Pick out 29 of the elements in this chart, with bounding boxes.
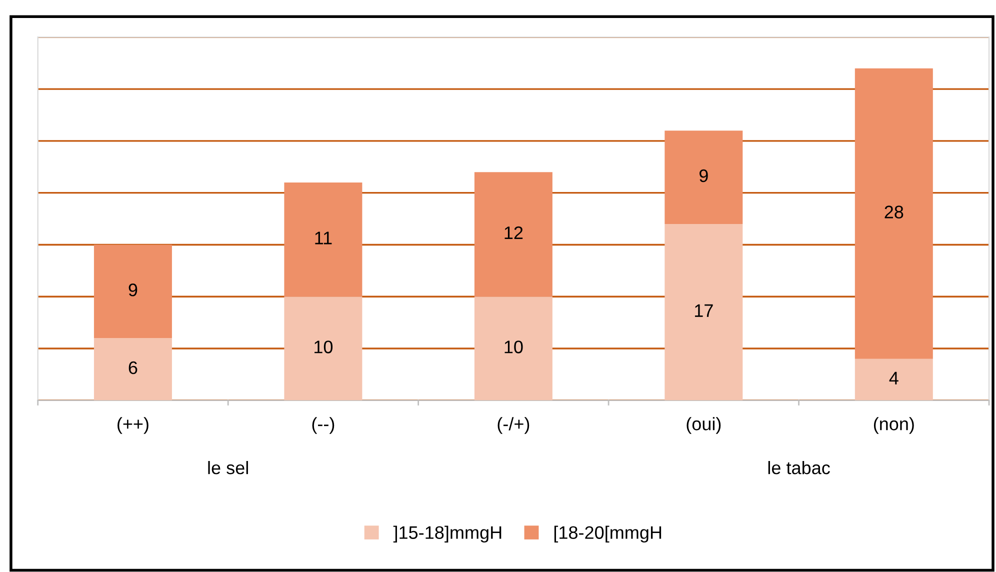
data-label: 10 bbox=[314, 340, 333, 354]
text: le sel bbox=[208, 460, 248, 474]
legend-label: ]15-18]mmgH bbox=[393, 526, 502, 543]
bar bbox=[94, 244, 172, 338]
data-label: 9 bbox=[128, 283, 138, 296]
data-label: 12 bbox=[504, 226, 523, 240]
data-label: 4 bbox=[889, 372, 898, 384]
legend-label: [18-20[mmgH bbox=[554, 526, 662, 543]
bar bbox=[664, 224, 743, 400]
bar bbox=[854, 68, 933, 359]
bar bbox=[474, 172, 552, 297]
x-tick-label: (--) bbox=[312, 417, 334, 434]
data-label: 17 bbox=[695, 304, 713, 317]
data-label: 10 bbox=[504, 340, 523, 354]
bar bbox=[284, 296, 362, 400]
data-label: 11 bbox=[315, 232, 332, 244]
x-tick-label: (oui) bbox=[686, 417, 721, 434]
x-tick-label: (non) bbox=[874, 417, 914, 434]
bar bbox=[284, 182, 362, 297]
bar bbox=[474, 296, 552, 400]
text: le tabac bbox=[768, 460, 830, 474]
x-tick-label: (-/+) bbox=[498, 417, 530, 434]
bar bbox=[854, 358, 933, 400]
x-tick-label: (++) bbox=[118, 417, 148, 434]
data-label: 6 bbox=[128, 361, 138, 374]
data-label: 9 bbox=[700, 169, 708, 182]
data-label: 28 bbox=[884, 206, 904, 218]
bar bbox=[94, 338, 172, 400]
bar bbox=[664, 130, 743, 224]
